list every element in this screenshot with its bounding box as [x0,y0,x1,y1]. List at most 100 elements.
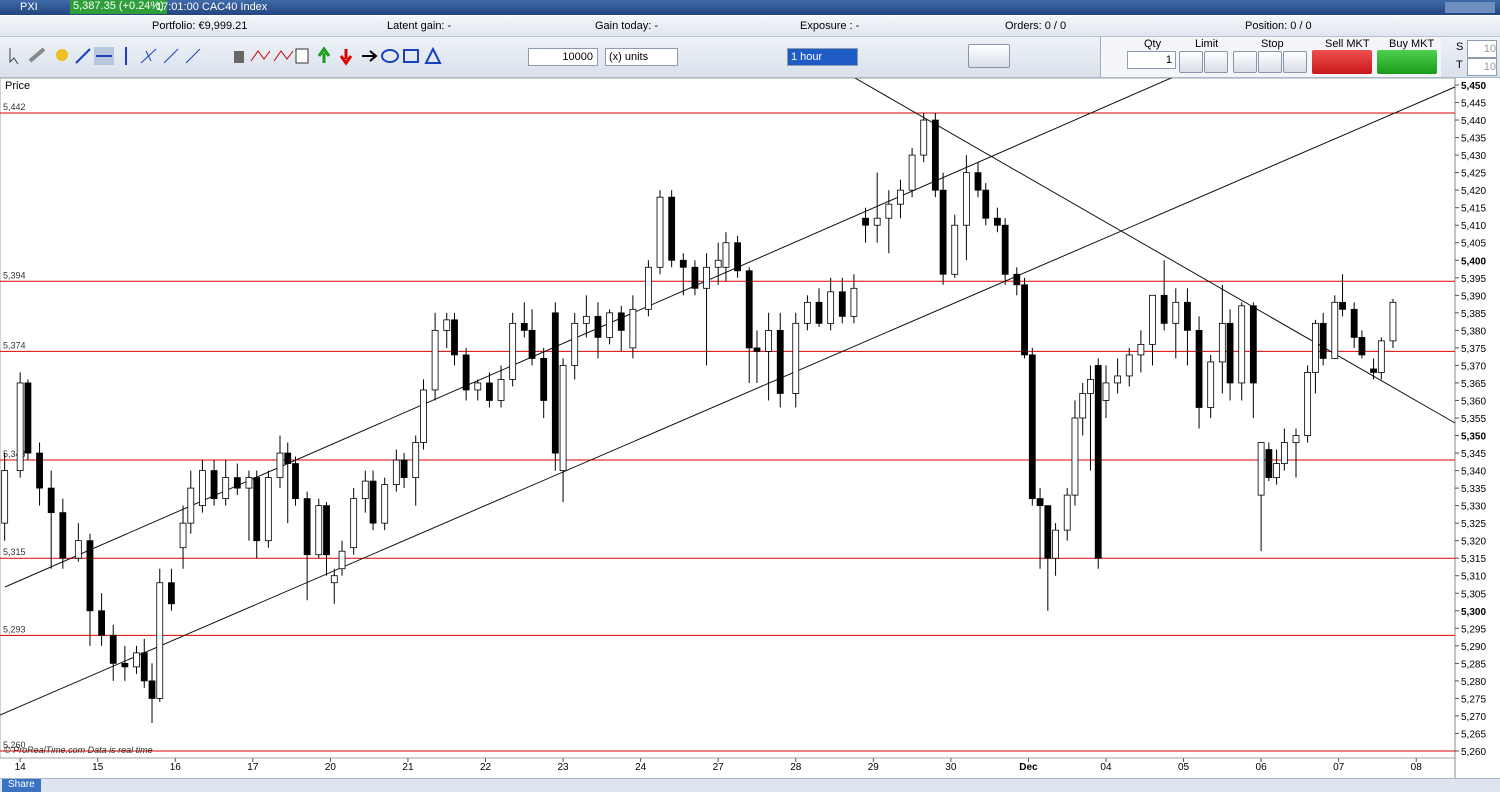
symbol[interactable]: PXI [20,1,38,13]
y-tick-label: 5,435 [1461,134,1486,145]
timeframe-select[interactable]: 1 hour [787,48,858,66]
candle-body [582,315,590,324]
x-tick-label: 15 [92,762,104,773]
candle-body [443,319,451,331]
candle-body [1001,224,1009,275]
candle-body [1028,354,1036,500]
candle-body [1102,382,1110,401]
share-button[interactable]: Share [2,779,41,792]
candle-body [873,217,881,226]
candle-body [1087,379,1094,394]
candle-body [714,259,722,268]
y-tick-label: 5,275 [1461,694,1486,705]
y-tick-label: 5,375 [1461,344,1486,355]
stop-c[interactable] [1283,51,1307,73]
toolbar: 10000 (x) units 1 hour Qty 1 Limit Stop … [0,37,1500,78]
qty-label: Qty [1144,38,1162,50]
x-tick-label: 20 [325,762,337,773]
y-tick-label: 5,315 [1461,554,1486,565]
candle-body [1094,365,1102,559]
candle-body [276,452,284,478]
candle-body [74,540,82,559]
y-tick-label: 5,285 [1461,659,1486,670]
x-tick-label: 24 [635,762,647,773]
stop-b[interactable] [1258,51,1282,73]
candle-body [1331,301,1339,359]
candle-body [668,196,676,261]
x-tick-label: 27 [713,762,725,773]
y-tick-label: 5,420 [1461,186,1486,197]
y-tick-label: 5,300 [1461,607,1486,618]
candle-body [520,322,528,331]
order-panel: Qty 1 Limit Stop Sell MKT Buy MKT [1100,37,1441,77]
candle-body [745,270,753,349]
candle-body [1137,343,1145,356]
candle-body [253,477,261,542]
y-tick-label: 5,335 [1461,484,1486,495]
candle-body [1311,322,1319,373]
candle-body [1160,294,1168,324]
candle-body [962,172,970,226]
candle-body [939,189,947,275]
candle-body [1218,322,1226,363]
limit-sell[interactable] [1204,51,1228,73]
y-tick-label: 5,270 [1461,712,1486,723]
window-controls[interactable] [1445,2,1495,13]
candle-body [1114,375,1122,384]
candle-body [1339,301,1346,310]
candle-body [1273,463,1281,478]
candle-body [571,322,579,366]
candle-body [528,329,536,359]
candle-body [98,610,106,636]
candle-body [315,505,323,556]
t-label[interactable]: T [1456,59,1463,71]
candle-body [381,484,389,524]
units-select[interactable]: (x) units [605,48,678,66]
t-input[interactable]: 10 [1467,58,1497,76]
candle-body [284,452,292,464]
candle-body [679,259,687,268]
limit-buy[interactable] [1179,51,1203,73]
position[interactable]: Position: 0 / 0 [1245,20,1312,32]
y-tick-label: 5,405 [1461,239,1486,250]
y-tick-label: 5,380 [1461,326,1486,337]
candle-body [338,550,346,570]
candle-body [1013,273,1021,286]
y-tick-label: 5,325 [1461,519,1486,530]
candle-body [1149,294,1156,345]
candle-body [951,224,959,275]
y-tick-label: 5,440 [1461,116,1486,127]
candle-body [369,480,377,524]
quantity-input[interactable]: 10000 [528,48,598,66]
stop-label: Stop [1261,38,1284,50]
x-tick-label: 23 [558,762,570,773]
candle-body [400,459,408,478]
stop-a[interactable] [1233,51,1257,73]
y-tick-label: 5,390 [1461,291,1486,302]
sell-button[interactable] [1312,50,1372,74]
candle-body [1207,361,1215,408]
y-tick-label: 5,265 [1461,729,1486,740]
orders[interactable]: Orders: 0 / 0 [1005,20,1067,32]
chart-style-button[interactable] [968,44,1010,68]
qty-input[interactable]: 1 [1127,51,1176,69]
y-tick-label: 5,430 [1461,151,1486,162]
candle-body [734,242,741,272]
candle-body [1389,301,1397,342]
s-label[interactable]: S [1456,41,1464,53]
x-tick-label: 04 [1100,762,1112,773]
candle-body [292,463,299,500]
latent-gain: Latent gain: - [387,20,452,32]
drawing-tools[interactable] [6,45,446,67]
s-input[interactable]: 10 [1467,40,1497,58]
candle-body [850,287,858,317]
y-tick-label: 5,330 [1461,502,1486,513]
candle-body [245,477,253,489]
candle-body [474,382,482,391]
buy-button[interactable] [1377,50,1437,74]
candle-body [920,119,928,156]
level-label: 5,315 [3,547,26,557]
candle-body [765,329,773,352]
candle-body [885,203,893,219]
